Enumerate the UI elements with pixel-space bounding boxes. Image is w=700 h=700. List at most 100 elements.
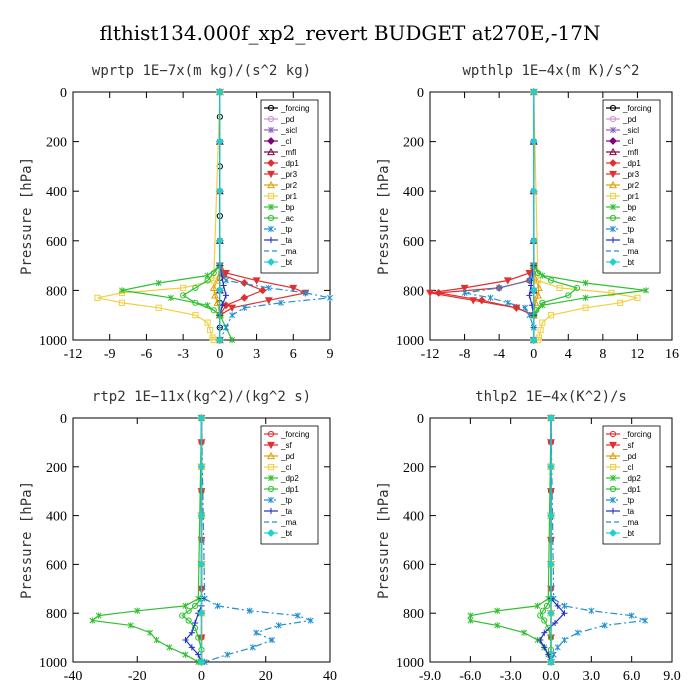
y-tick-label: 0 — [60, 86, 67, 101]
x-tick-label: -4 — [493, 347, 505, 362]
x-tick-label: 20 — [259, 669, 273, 684]
legend-marker — [267, 214, 275, 222]
legend-label: _pr1 — [622, 192, 640, 201]
data-point-bt — [529, 137, 538, 146]
data-point-pr3 — [228, 304, 237, 312]
data-point-tp — [275, 622, 282, 629]
legend-label: _ta — [622, 236, 635, 245]
data-point-dp1 — [258, 286, 267, 295]
legend-marker — [267, 137, 275, 145]
legend: _forcing _sf _pd _cl _dp2 _dp1 _tp _ta _ma _bt — [602, 425, 661, 545]
legend-marker — [609, 115, 617, 123]
data-point-pr1 — [210, 277, 217, 284]
data-point-dp1 — [222, 301, 230, 310]
data-point-tp — [628, 612, 635, 619]
series-line-pr1 — [533, 91, 638, 341]
panel-title: wpthlp 1E−4x(m K)/s^2 — [462, 63, 639, 79]
data-point-tp — [246, 607, 253, 614]
series-line-dp2 — [90, 417, 203, 663]
data-point-ta — [188, 629, 195, 636]
x-tick-label: 0 — [216, 347, 223, 362]
data-point-dp2 — [494, 607, 501, 614]
chart-panel-4: thlp2 1E−4x(K^2)/s Pressure [hPa] 0 200 400 6… — [376, 389, 681, 684]
legend-label: _mfl — [280, 148, 296, 157]
data-point-bt — [547, 511, 555, 520]
legend-label: _ma — [280, 518, 297, 527]
data-point-pr1 — [204, 319, 211, 326]
data-point-pr1 — [534, 277, 542, 284]
legend-marker — [609, 430, 617, 438]
data-point-pr1 — [192, 312, 199, 319]
x-tick-label: 0 — [530, 347, 537, 362]
data-point-tp — [550, 651, 557, 658]
legend-label: _pr3 — [280, 170, 298, 179]
y-tick-label: 600 — [403, 558, 424, 573]
data-point-bt — [197, 462, 206, 471]
x-tick-label: 9 — [327, 347, 334, 362]
x-tick-label: 16 — [665, 347, 679, 362]
legend-marker — [267, 170, 275, 179]
legend-marker — [609, 104, 617, 112]
legend-label: _forcing — [622, 104, 651, 113]
legend-marker — [609, 485, 617, 493]
data-point-ac — [192, 284, 199, 292]
data-point-pr3 — [512, 304, 521, 312]
data-point-tp — [574, 629, 581, 636]
data-point-tp — [461, 289, 468, 296]
y-axis-label: Pressure [hPa] — [376, 481, 392, 599]
y-axis-label: Pressure [hPa] — [19, 157, 35, 275]
legend-marker — [267, 258, 275, 266]
data-point-dp1 — [240, 293, 249, 302]
series-line-dp1 — [181, 418, 203, 662]
legend-marker — [609, 441, 617, 450]
x-tick-label: -12 — [421, 347, 440, 362]
x-tick-label: 3.0 — [583, 669, 601, 684]
y-tick-label: 1000 — [39, 656, 67, 671]
legend-label: _dp1 — [622, 485, 641, 494]
legend-label: _ma — [622, 247, 639, 256]
data-point-pr3 — [460, 284, 469, 293]
legend-marker — [609, 180, 617, 189]
legend-marker — [268, 225, 274, 233]
data-point-tp — [526, 312, 533, 319]
legend-marker — [267, 104, 275, 112]
panel-title: rtp2 1E−11x(kg^2)/(kg^2 s) — [92, 389, 311, 405]
data-point-ta — [551, 619, 559, 627]
legend-label: _tp — [280, 496, 293, 505]
data-point-dp2 — [89, 617, 96, 624]
data-point-bt — [215, 88, 224, 96]
x-tick-label: -20 — [128, 669, 147, 684]
plot-frame — [72, 91, 331, 341]
data-point-ta — [182, 636, 189, 644]
data-point-ac — [180, 292, 187, 299]
data-point-bt — [215, 187, 224, 196]
data-point-dp2 — [147, 629, 154, 636]
data-point-ta — [526, 292, 533, 299]
y-tick-label: 600 — [46, 558, 67, 573]
data-point-dp2 — [153, 636, 160, 644]
legend-label: _dp1 — [280, 485, 299, 494]
data-point-pr1 — [547, 312, 555, 319]
data-point-bp — [229, 336, 236, 344]
legend-label: _cl — [622, 463, 633, 472]
data-point-bt — [547, 560, 555, 569]
legend-label: _forcing — [280, 430, 309, 439]
series-line-pr1 — [97, 91, 221, 341]
data-point-pr2 — [534, 283, 543, 292]
y-axis-label: Pressure [hPa] — [376, 157, 392, 275]
data-point-tp — [229, 312, 236, 319]
legend-label: _sicl — [622, 126, 639, 135]
data-point-bt — [547, 462, 555, 471]
data-point-pr1 — [556, 284, 563, 292]
data-point-dp1 — [537, 612, 544, 619]
data-point-bt — [529, 187, 538, 196]
data-point-dp1 — [539, 607, 547, 614]
legend-label: _bt — [622, 529, 635, 538]
data-point-dp1 — [195, 634, 202, 641]
x-tick-label: 3 — [253, 347, 260, 362]
data-point-dp2 — [534, 602, 541, 609]
chart-panel-1: wprtp 1E−7x(m kg)/(s^2 kg) Pressure [hPa]… — [19, 63, 334, 362]
data-point-dp1 — [240, 279, 249, 287]
data-point-bt — [547, 609, 555, 618]
data-point-dp1 — [191, 602, 199, 609]
